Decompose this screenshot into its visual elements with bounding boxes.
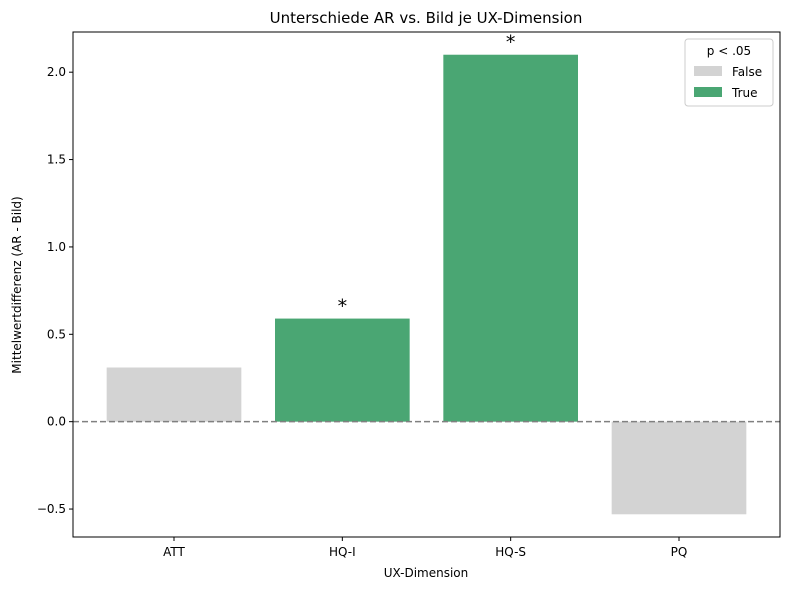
- legend-label-true: True: [731, 86, 758, 100]
- x-tick-label: HQ-S: [495, 545, 526, 559]
- significance-marker-hq-s: *: [506, 32, 516, 54]
- legend-swatch-false: [694, 66, 722, 76]
- y-tick-label: 0.5: [47, 327, 66, 341]
- x-axis-label: UX-Dimension: [384, 566, 469, 580]
- x-tick-label: ATT: [163, 545, 185, 559]
- legend-swatch-true: [694, 87, 722, 97]
- y-tick-label: 2.0: [47, 65, 66, 79]
- bar-pq: [611, 421, 747, 515]
- legend-label-false: False: [732, 65, 762, 79]
- legend-title: p < .05: [707, 44, 751, 58]
- bar-hq-s: [443, 54, 578, 422]
- legend: p < .05 False True: [684, 38, 774, 107]
- y-axis-label: Mittelwertdifferenz (AR - Bild): [10, 196, 24, 373]
- chart-title: Unterschiede AR vs. Bild je UX-Dimension: [270, 9, 583, 27]
- significance-marker-hq-i: *: [338, 296, 348, 318]
- plot-area: **: [73, 32, 780, 515]
- x-axis: ATT HQ-I HQ-S PQ: [163, 537, 687, 559]
- x-tick-label: HQ-I: [329, 545, 356, 559]
- y-tick-label: 1.5: [47, 153, 66, 167]
- x-tick-label: PQ: [671, 545, 688, 559]
- bar-hq-i: [275, 318, 410, 422]
- bar-att: [106, 367, 242, 422]
- y-tick-label: −0.5: [37, 502, 66, 516]
- y-tick-label: 0.0: [47, 415, 66, 429]
- y-tick-label: 1.0: [47, 240, 66, 254]
- plot-frame: [72, 31, 781, 538]
- y-axis: −0.5 0.0 0.5 1.0 1.5 2.0: [37, 65, 73, 516]
